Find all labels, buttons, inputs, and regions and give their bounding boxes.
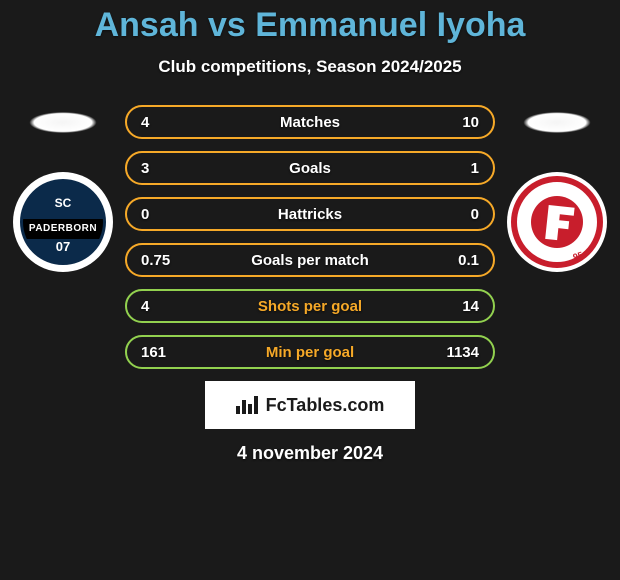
player-right-column: 95 bbox=[507, 105, 607, 272]
stat-right-value: 10 bbox=[462, 114, 479, 131]
subtitle: Club competitions, Season 2024/2025 bbox=[0, 57, 620, 77]
stat-label: Min per goal bbox=[266, 344, 354, 361]
brand-text: FcTables.com bbox=[266, 395, 385, 416]
stat-row: 0.75 Goals per match 0.1 bbox=[125, 243, 495, 277]
stat-left-value: 161 bbox=[141, 344, 166, 361]
stat-left-value: 4 bbox=[141, 298, 149, 315]
stat-row: 4 Shots per goal 14 bbox=[125, 289, 495, 323]
player-right-avatar bbox=[507, 105, 607, 140]
date-line: 4 november 2024 bbox=[0, 443, 620, 464]
badge-left-top-text: SC bbox=[55, 196, 72, 210]
stat-left-value: 0.75 bbox=[141, 252, 170, 269]
stat-label: Goals bbox=[289, 160, 331, 177]
club-badge-right: 95 bbox=[507, 172, 607, 272]
stat-label: Goals per match bbox=[251, 252, 369, 269]
stat-row: 0 Hattricks 0 bbox=[125, 197, 495, 231]
page-title: Ansah vs Emmanuel Iyoha bbox=[0, 0, 620, 45]
stat-left-value: 3 bbox=[141, 160, 149, 177]
stat-right-value: 14 bbox=[462, 298, 479, 315]
stat-row: 3 Goals 1 bbox=[125, 151, 495, 185]
stat-right-value: 0 bbox=[471, 206, 479, 223]
stat-right-value: 1 bbox=[471, 160, 479, 177]
badge-right-year: 95 bbox=[572, 250, 585, 263]
stat-left-value: 4 bbox=[141, 114, 149, 131]
club-badge-left: SC PADERBORN 07 bbox=[13, 172, 113, 272]
stat-right-value: 1134 bbox=[446, 344, 479, 361]
badge-left-year: 07 bbox=[56, 239, 70, 254]
stat-row: 4 Matches 10 bbox=[125, 105, 495, 139]
stats-list: 4Matches103Goals10Hattricks00.75Goals pe… bbox=[125, 105, 495, 369]
stat-label: Hattricks bbox=[278, 206, 342, 223]
player-left-column: SC PADERBORN 07 bbox=[13, 105, 113, 272]
stat-left-value: 0 bbox=[141, 206, 149, 223]
comparison-content: SC PADERBORN 07 4Matches103Goals10Hattri… bbox=[0, 105, 620, 369]
stat-right-value: 0.1 bbox=[458, 252, 479, 269]
brand-badge: FcTables.com bbox=[205, 381, 415, 429]
stat-label: Matches bbox=[280, 114, 340, 131]
stat-row: 161 Min per goal 1134 bbox=[125, 335, 495, 369]
player-left-avatar bbox=[13, 105, 113, 140]
stat-label: Shots per goal bbox=[258, 298, 362, 315]
fortuna-f-icon bbox=[529, 194, 585, 250]
badge-left-bar-text: PADERBORN bbox=[29, 223, 97, 234]
chart-icon bbox=[236, 396, 260, 414]
